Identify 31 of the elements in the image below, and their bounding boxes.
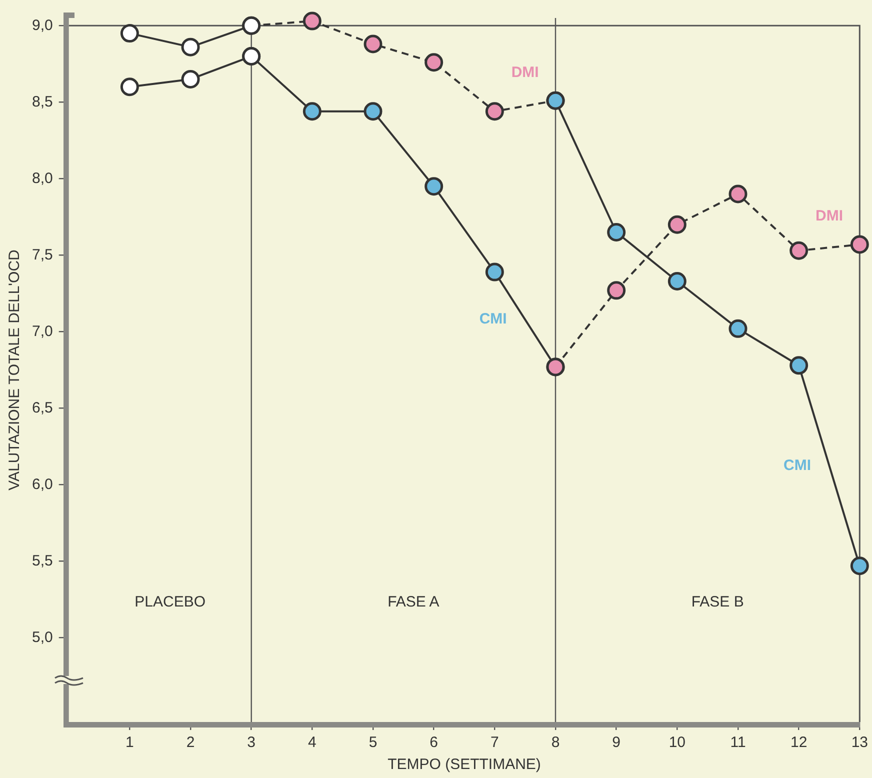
x-tick-label: 13 — [851, 734, 868, 752]
x-tick-label: 2 — [186, 734, 195, 752]
y-tick-label: 9,0 — [32, 16, 53, 34]
series-label: CMI — [479, 310, 507, 328]
x-axis-title: TEMPO (SETTIMANE) — [388, 756, 541, 774]
y-tick-label: 5,0 — [32, 628, 53, 646]
x-tick-label: 7 — [490, 734, 499, 752]
x-tick-label: 4 — [308, 734, 316, 752]
x-tick-label: 5 — [368, 734, 378, 752]
x-tick-label: 10 — [668, 734, 686, 752]
series-label: CMI — [783, 456, 811, 474]
series-label: DMI — [815, 208, 843, 225]
y-tick-label: 7,0 — [32, 322, 53, 340]
y-tick-label: 6,5 — [32, 399, 53, 416]
y-tick-label: 7,5 — [32, 246, 53, 264]
series-label: DMI — [511, 64, 539, 81]
y-tick-label: 8,5 — [32, 93, 53, 110]
annotation: FASE A — [388, 593, 440, 610]
x-tick-label: 6 — [430, 734, 438, 752]
x-tick-label: 12 — [790, 734, 808, 752]
x-tick-label: 8 — [551, 734, 560, 752]
annotation: FASE B — [691, 593, 744, 610]
x-tick-label: 11 — [730, 734, 746, 752]
y-tick-label: 6,0 — [32, 476, 53, 493]
y-tick-label: 8,0 — [32, 170, 53, 187]
x-tick-label: 3 — [247, 734, 256, 752]
x-tick-label: 1 — [126, 734, 134, 752]
annotation: PLACEBO — [134, 593, 206, 610]
x-tick-label: 9 — [612, 734, 621, 752]
y-tick-label: 5,5 — [32, 552, 53, 570]
y-axis-title: VALUTAZIONE TOTALE DELL'OCD — [6, 249, 24, 490]
